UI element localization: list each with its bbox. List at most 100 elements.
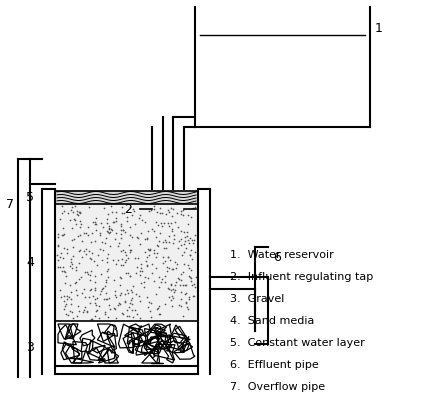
Point: [60, 209, 67, 215]
Point: [136, 315, 143, 321]
Point: [111, 277, 117, 284]
Point: [152, 265, 159, 271]
Point: [99, 247, 106, 254]
Point: [61, 245, 68, 251]
Point: [117, 231, 124, 237]
Point: [113, 261, 120, 268]
Point: [127, 287, 134, 294]
Point: [120, 247, 126, 254]
Point: [171, 219, 178, 226]
Point: [145, 252, 152, 259]
Point: [157, 311, 163, 318]
Point: [180, 269, 187, 275]
Point: [121, 259, 128, 265]
Point: [170, 289, 177, 296]
Point: [144, 235, 150, 242]
Point: [117, 221, 124, 228]
Point: [137, 280, 144, 286]
Point: [104, 296, 111, 303]
Point: [96, 230, 103, 237]
Point: [105, 231, 112, 237]
Point: [67, 256, 74, 262]
Point: [98, 257, 105, 263]
Point: [118, 290, 125, 297]
Point: [103, 267, 110, 274]
Point: [104, 259, 111, 265]
Point: [114, 243, 121, 250]
Point: [87, 239, 94, 246]
Point: [68, 265, 75, 272]
Point: [100, 296, 107, 302]
Point: [123, 307, 130, 314]
Point: [153, 250, 160, 256]
Point: [124, 290, 131, 296]
Point: [126, 300, 133, 306]
Text: 6: 6: [272, 251, 280, 264]
Point: [115, 240, 122, 247]
Point: [177, 296, 184, 302]
Point: [85, 271, 92, 277]
Point: [128, 247, 135, 254]
Point: [166, 234, 172, 240]
Point: [119, 227, 126, 233]
Point: [175, 239, 182, 245]
Point: [76, 248, 83, 255]
Point: [74, 292, 80, 298]
Point: [87, 256, 94, 263]
Point: [114, 257, 121, 263]
Point: [138, 265, 144, 271]
Point: [96, 233, 103, 239]
Point: [92, 215, 99, 222]
Point: [161, 238, 168, 244]
Point: [69, 209, 76, 216]
Point: [132, 291, 139, 298]
Point: [153, 242, 160, 249]
Point: [153, 209, 160, 215]
Point: [187, 215, 194, 221]
Text: 2.  Influent regulating tap: 2. Influent regulating tap: [230, 271, 372, 281]
Point: [186, 252, 193, 259]
Point: [164, 221, 171, 227]
Bar: [55, 192, 197, 205]
Point: [107, 306, 114, 313]
Point: [177, 303, 184, 310]
Point: [55, 231, 62, 237]
Text: 3: 3: [26, 341, 34, 354]
Point: [72, 221, 79, 227]
Point: [177, 236, 184, 243]
Point: [123, 215, 130, 221]
Point: [138, 268, 145, 274]
Point: [134, 255, 141, 262]
Point: [58, 232, 65, 239]
Point: [168, 293, 175, 300]
Point: [188, 237, 195, 244]
Point: [133, 235, 140, 241]
Point: [140, 279, 147, 286]
Point: [163, 263, 170, 270]
Point: [119, 227, 126, 234]
Point: [156, 230, 163, 237]
Point: [68, 309, 75, 315]
Point: [129, 308, 135, 314]
Point: [125, 270, 132, 277]
Text: 6.  Effluent pipe: 6. Effluent pipe: [230, 359, 318, 369]
Point: [104, 255, 111, 261]
Point: [168, 281, 175, 288]
Point: [162, 258, 169, 264]
Point: [91, 221, 98, 228]
Point: [68, 225, 75, 232]
Point: [63, 311, 70, 318]
Point: [178, 211, 184, 218]
Point: [97, 288, 104, 294]
Point: [74, 211, 81, 217]
Point: [153, 306, 160, 312]
Point: [120, 311, 126, 318]
Point: [184, 265, 191, 272]
Point: [104, 266, 111, 272]
Point: [66, 282, 73, 289]
Point: [125, 312, 132, 319]
Point: [62, 273, 69, 279]
Point: [103, 296, 110, 302]
Point: [111, 219, 117, 226]
Point: [156, 205, 163, 211]
